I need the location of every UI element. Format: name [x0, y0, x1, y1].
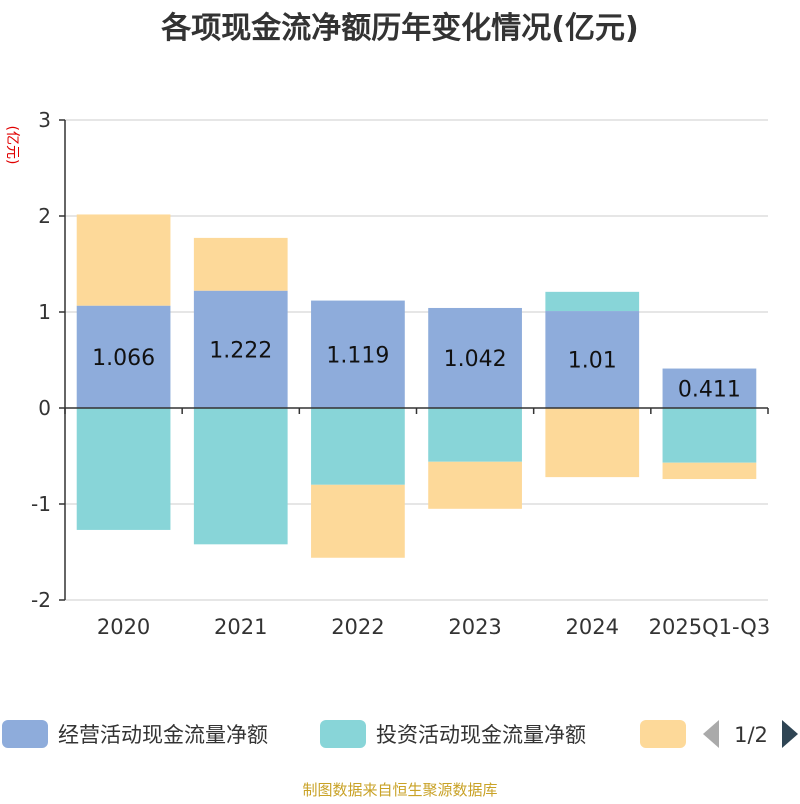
bar-segment-series-3[interactable] [311, 484, 405, 558]
legend-next-page-icon[interactable] [782, 720, 798, 748]
legend-swatch[interactable] [320, 720, 366, 748]
bar-segment-series-2[interactable] [76, 408, 171, 530]
bar-segment-series-1[interactable] [76, 305, 171, 408]
bar-segment-series-2[interactable] [311, 408, 405, 485]
bar-data-label: 1.222 [209, 338, 272, 363]
legend-swatch[interactable] [2, 720, 48, 748]
axis-layer: -2 -1 0 1 2 3 2020 2021 2022 2023 2024 2025Q1-Q3 [31, 108, 770, 639]
bar-data-label: 0.411 [678, 377, 741, 402]
x-tick-label: 2021 [214, 615, 267, 639]
bar-segment-series-2[interactable] [193, 408, 288, 545]
bar-segment-series-1[interactable] [311, 300, 405, 408]
legend: 经营活动现金流量净额 投资活动现金流量净额 1/2 [2, 720, 798, 748]
x-tick-label: 2020 [97, 615, 150, 639]
bar-segment-series-3[interactable] [662, 462, 757, 480]
data-source-note: 制图数据来自恒生聚源数据库 [302, 781, 497, 799]
y-tick-label: 0 [38, 396, 51, 420]
legend-label[interactable]: 投资活动现金流量净额 [376, 723, 586, 747]
legend-page-indicator: 1/2 [734, 723, 768, 747]
bar-segment-series-2[interactable] [545, 291, 640, 312]
bar-data-label: 1.042 [444, 347, 507, 372]
bar-segment-series-1[interactable] [662, 368, 757, 408]
chart-title: 各项现金流净额历年变化情况(亿元) [160, 11, 638, 46]
y-tick-label: -2 [31, 588, 51, 612]
bar-segment-series-3[interactable] [545, 408, 640, 478]
bar-data-label: 1.119 [326, 343, 389, 368]
legend-swatch[interactable] [640, 720, 686, 748]
legend-prev-page-icon[interactable] [703, 720, 719, 748]
label-layer: 1.066 1.222 1.119 1.042 1.01 0.411 [92, 338, 741, 402]
bar-segment-series-3[interactable] [428, 461, 522, 509]
bar-data-label: 1.01 [568, 349, 617, 374]
bar-layer [76, 214, 757, 558]
bar-segment-series-1[interactable] [545, 311, 640, 408]
bar-segment-series-2[interactable] [662, 408, 757, 463]
legend-label[interactable]: 经营活动现金流量净额 [58, 723, 268, 747]
x-tick-label: 2024 [566, 615, 619, 639]
bar-segment-series-3[interactable] [193, 237, 288, 291]
x-tick-label: 2022 [331, 615, 384, 639]
y-tick-label: 1 [38, 300, 51, 324]
bar-segment-series-1[interactable] [193, 290, 288, 408]
y-tick-label: 3 [38, 108, 51, 132]
bar-segment-series-3[interactable] [76, 214, 171, 306]
x-tick-label: 2023 [448, 615, 501, 639]
bar-segment-series-2[interactable] [428, 408, 522, 462]
y-tick-label: 2 [38, 204, 51, 228]
x-tick-label: 2025Q1-Q3 [649, 615, 771, 639]
bar-segment-series-1[interactable] [428, 307, 522, 408]
y-axis-unit-label: (亿元) [4, 126, 20, 165]
y-tick-label: -1 [31, 492, 51, 516]
bar-data-label: 1.066 [92, 346, 155, 371]
